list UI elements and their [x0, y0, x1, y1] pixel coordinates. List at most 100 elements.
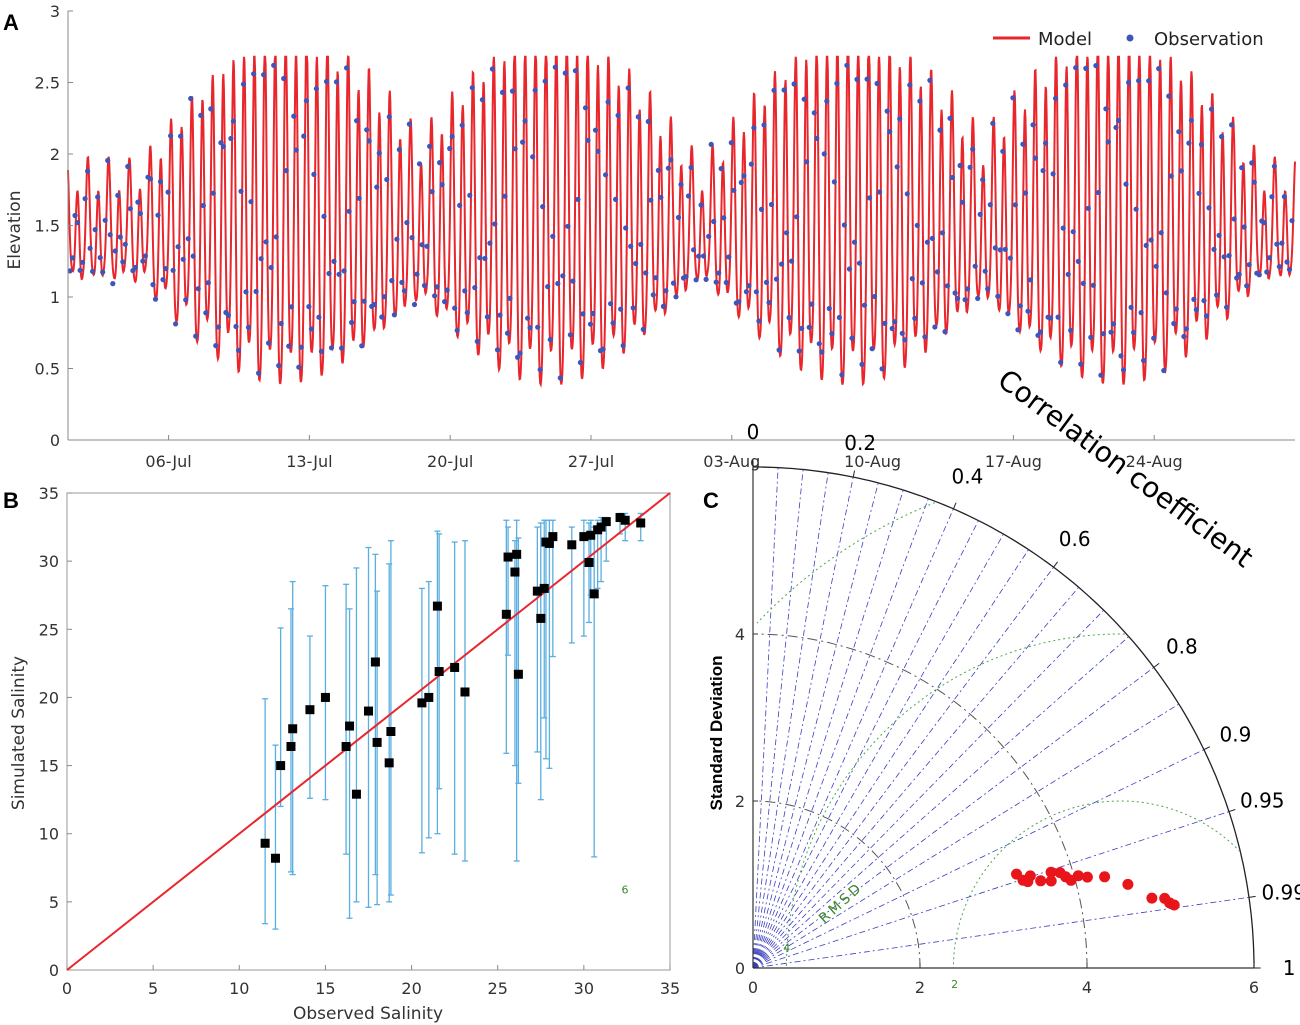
- observation-point: [701, 253, 707, 259]
- salinity-points: [66, 492, 671, 971]
- correlation-tick: [952, 502, 957, 510]
- observation-point: [105, 157, 111, 164]
- observation-point: [459, 122, 465, 128]
- observation-point: [1055, 314, 1061, 320]
- elevation-xtick-label: 20-Jul: [427, 452, 473, 471]
- observation-point: [809, 301, 815, 307]
- observation-point: [527, 325, 533, 331]
- elevation-ytick-label: 1: [50, 288, 60, 307]
- legend-observation-swatch: [1126, 34, 1134, 42]
- observation-point: [570, 278, 576, 284]
- salinity-ylabel: Simulated Salinity: [9, 656, 29, 810]
- taylor-point: [1035, 875, 1047, 887]
- observation-point: [726, 254, 732, 260]
- observation-point: [381, 294, 387, 300]
- correlation-tick-label: 0.6: [1059, 527, 1091, 551]
- observation-point: [603, 172, 609, 178]
- observation-point: [811, 110, 817, 116]
- observation-point: [457, 202, 463, 208]
- observation-point: [975, 295, 981, 301]
- salinity-point: [434, 667, 444, 677]
- observation-point: [384, 176, 390, 183]
- observation-point: [1068, 327, 1074, 333]
- taylor-ytick-label: 4: [735, 625, 745, 644]
- observation-point: [1166, 93, 1172, 99]
- observation-point: [1146, 78, 1152, 84]
- observation-point: [545, 284, 551, 290]
- correlation-tick: [1248, 895, 1256, 898]
- observation-point: [499, 89, 506, 95]
- observation-point: [311, 171, 317, 177]
- observation-point: [789, 258, 795, 264]
- observation-point: [831, 179, 838, 185]
- observation-point: [874, 80, 880, 87]
- salinity-point: [320, 692, 330, 702]
- salinity-point: [601, 517, 611, 527]
- observation-point: [220, 143, 226, 150]
- observation-point: [371, 301, 377, 308]
- observation-point: [203, 310, 209, 316]
- observation-point: [685, 193, 692, 199]
- observation-point: [565, 223, 571, 229]
- observation-point: [253, 288, 259, 295]
- observation-point: [550, 233, 556, 239]
- observation-point: [90, 268, 96, 274]
- observation-point: [618, 306, 624, 312]
- observation-point: [1244, 283, 1250, 289]
- observation-point: [489, 66, 495, 72]
- observation-point: [1065, 271, 1071, 277]
- elevation-chart: 0 0.5 1 1.5 2 2.5 3 06-Jul 13-Jul 20-Jul 27-Jul 03-…: [5, 2, 1296, 471]
- correlation-tick-label: 0.2: [844, 431, 876, 455]
- observation-point: [1128, 304, 1134, 310]
- observation-point: [592, 127, 599, 133]
- observation-point: [163, 266, 169, 272]
- salinity-point: [596, 522, 606, 532]
- observation-point: [658, 194, 664, 200]
- observation-point: [492, 221, 498, 227]
- observation-point: [1271, 163, 1277, 169]
- observation-point: [1196, 190, 1202, 196]
- observation-point: [1123, 181, 1129, 187]
- observation-point: [867, 195, 873, 201]
- observation-point: [1219, 134, 1225, 140]
- observation-point: [784, 230, 790, 236]
- observation-point: [660, 303, 667, 309]
- observation-point: [195, 286, 201, 292]
- observation-point: [1163, 290, 1169, 296]
- observation-point: [987, 202, 993, 208]
- observation-point: [575, 196, 581, 202]
- observation-point: [768, 201, 775, 208]
- observation-point: [427, 143, 433, 149]
- observation-point: [1080, 280, 1086, 286]
- observation-point: [190, 253, 196, 259]
- elevation-ytick-label: 0: [50, 431, 60, 450]
- salinity-point: [584, 558, 594, 568]
- observation-point: [555, 280, 561, 287]
- observation-point: [200, 202, 206, 209]
- observation-point: [444, 287, 450, 293]
- observation-point: [243, 289, 249, 295]
- observation-point: [985, 286, 991, 292]
- observation-point: [834, 80, 840, 86]
- rmsd-title: RMSD: [816, 879, 866, 927]
- observation-point: [218, 140, 224, 146]
- observation-point: [102, 217, 108, 223]
- observation-point: [351, 299, 357, 305]
- correlation-ray: [752, 549, 1029, 969]
- observation-point: [434, 284, 440, 290]
- observation-point: [467, 192, 473, 198]
- observation-point: [354, 118, 360, 124]
- salinity-point: [586, 530, 596, 540]
- observation-point: [477, 255, 483, 261]
- observation-point: [278, 320, 284, 327]
- observation-point: [892, 319, 898, 325]
- taylor-point: [1146, 892, 1158, 904]
- observation-point: [1083, 65, 1089, 71]
- observation-point: [542, 78, 548, 84]
- observation-point: [1236, 271, 1242, 277]
- observation-point: [1098, 372, 1104, 378]
- observation-point: [992, 245, 998, 251]
- observation-point: [85, 168, 91, 174]
- observation-point: [173, 321, 179, 327]
- observation-point: [1063, 82, 1069, 88]
